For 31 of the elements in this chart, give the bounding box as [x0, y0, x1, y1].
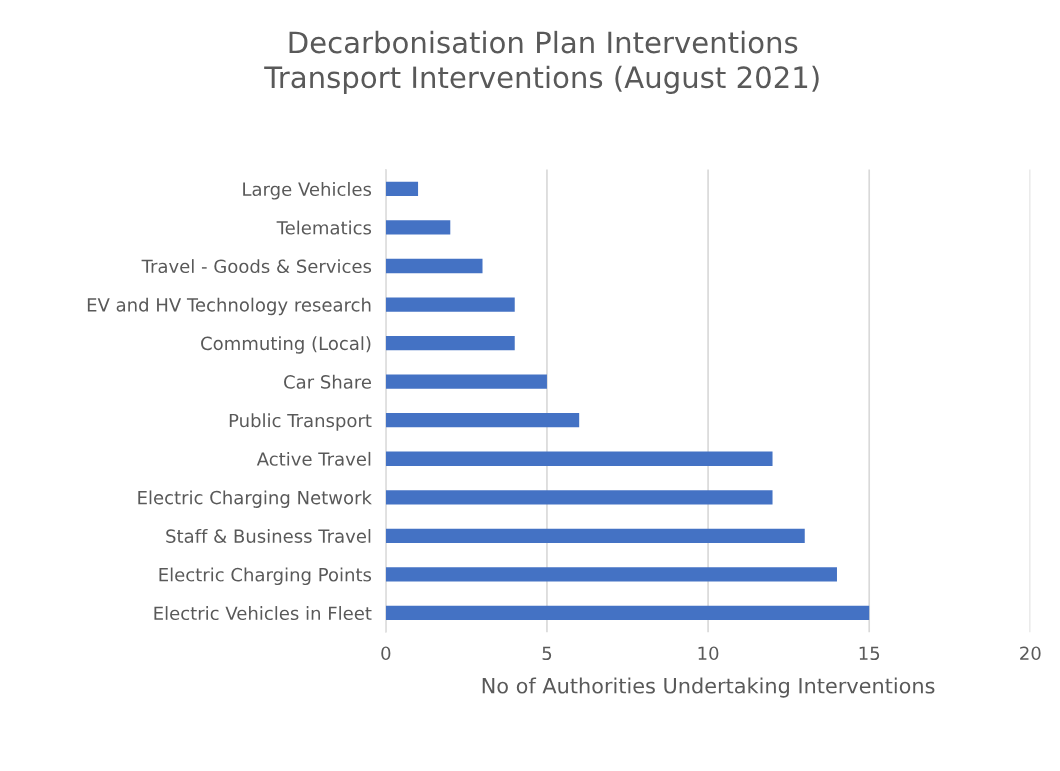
x-tick-label: 15 [859, 646, 880, 661]
bar [385, 181, 419, 197]
y-tick-label: Electric Vehicles in Fleet [154, 606, 372, 621]
x-axis-title: No of Authorities Undertaking Interventions [482, 677, 935, 698]
x-tick-label: 0 [381, 646, 391, 661]
bar [385, 335, 515, 351]
bar [385, 374, 547, 389]
y-tick-label: Staff & Business Travel [166, 528, 371, 543]
x-tick-label: 10 [698, 646, 719, 661]
y-tick-label: Travel - Goods & Services [141, 259, 372, 274]
y-tick-label: Large Vehicles [243, 182, 372, 200]
bar [385, 413, 580, 428]
bar [385, 258, 483, 274]
chart-title: Decarbonisation Plan Interventions Transport Interventions (August 2021) [264, 30, 819, 94]
bar [385, 297, 515, 312]
bar [385, 605, 870, 621]
x-tick-label: 20 [1020, 646, 1041, 661]
y-tick-label: EV and HV Technology research [87, 297, 371, 316]
y-tick-label: Commuting (Local) [201, 336, 371, 354]
bar [385, 490, 773, 505]
y-tick-label: Electric Charging Points [159, 567, 372, 586]
bar [385, 528, 805, 543]
y-tick-label: Electric Charging Network [138, 490, 372, 508]
y-tick-label: Telematics [276, 220, 372, 235]
x-tick-label: 5 [542, 646, 552, 661]
bar [385, 220, 451, 235]
y-tick-label: Active Travel [256, 451, 371, 466]
bar [385, 567, 837, 582]
y-tick-label: Public Transport [229, 413, 372, 431]
y-tick-label: Car Share [284, 374, 371, 389]
bar [385, 451, 773, 466]
